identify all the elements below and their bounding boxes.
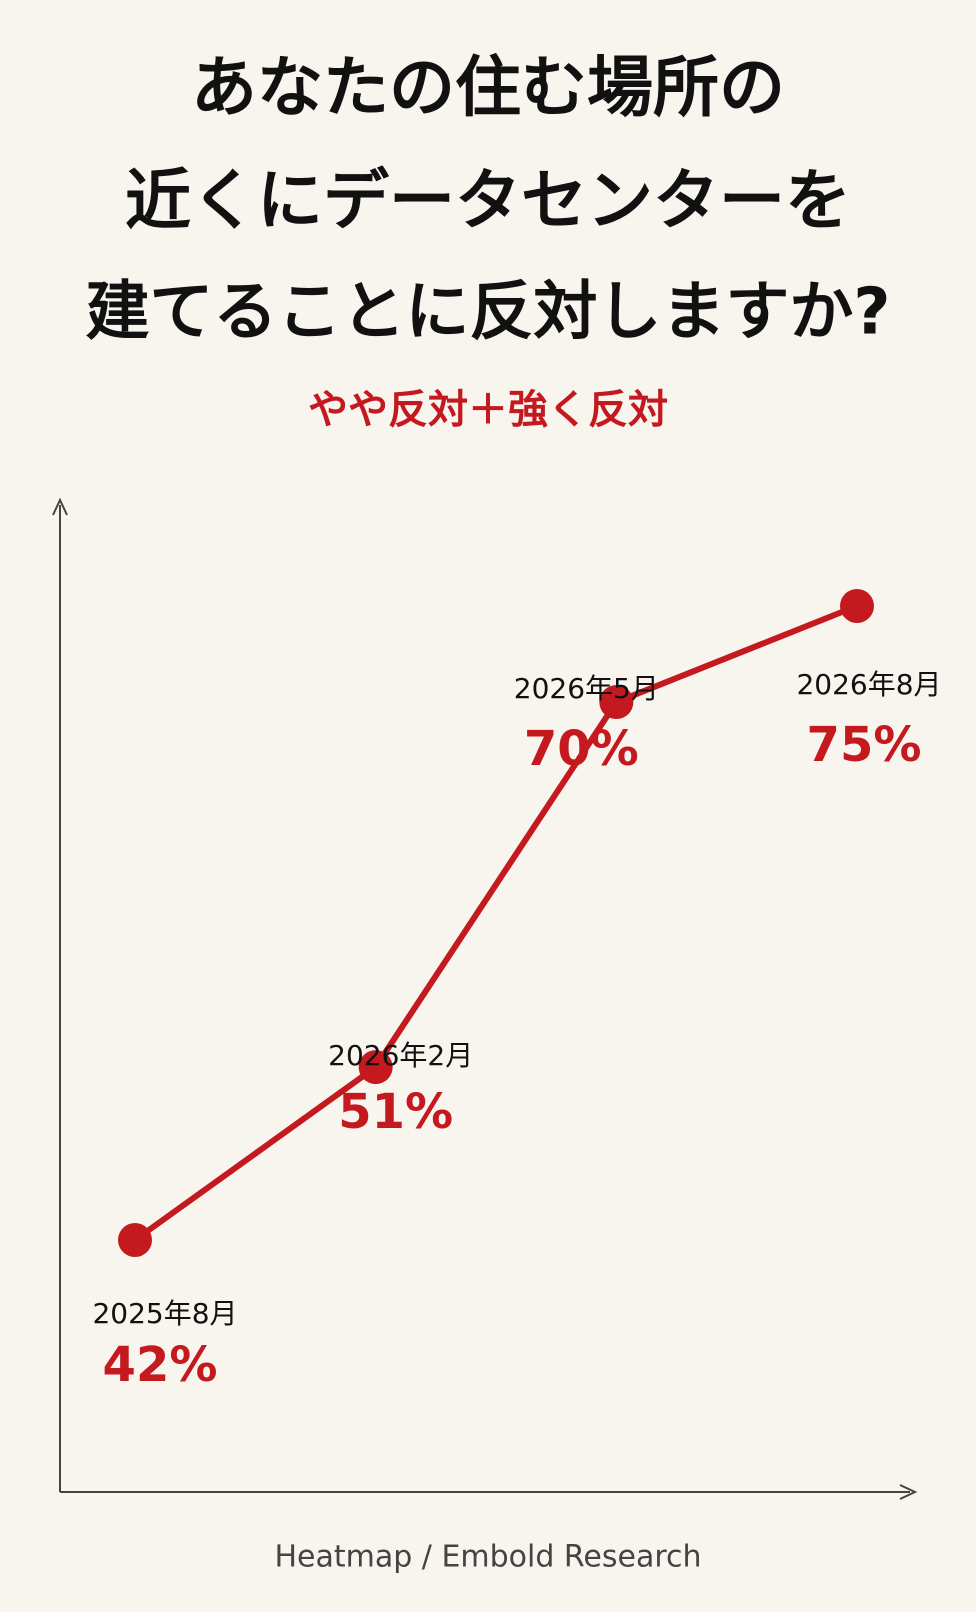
- chart-subtitle: やや反対＋強く反対: [308, 387, 668, 433]
- point: [358, 1050, 393, 1085]
- point: [118, 1223, 152, 1257]
- value-label: 70%: [524, 721, 639, 777]
- x-label: 2026年5月: [514, 672, 659, 705]
- x-label: 2025年8月: [92, 1297, 237, 1330]
- chart-title: あなたの住む場所の: [191, 49, 785, 126]
- value-label: 42%: [103, 1337, 218, 1393]
- x-axis-arrow: [899, 1484, 918, 1500]
- value-label: 75%: [807, 717, 922, 773]
- line: [133, 603, 859, 1243]
- point: [840, 589, 874, 623]
- value-label: 51%: [338, 1084, 453, 1140]
- point: [599, 685, 634, 720]
- y-axis-arrow: [52, 497, 68, 516]
- chart-title: 建てることに反対しますか?: [85, 276, 890, 350]
- source: Heatmap / Embold Research: [274, 1540, 701, 1575]
- chart-title: 近くにデータセンターを: [125, 162, 851, 239]
- x-label: 2026年8月: [796, 668, 941, 701]
- x-label: 2026年2月: [328, 1039, 473, 1072]
